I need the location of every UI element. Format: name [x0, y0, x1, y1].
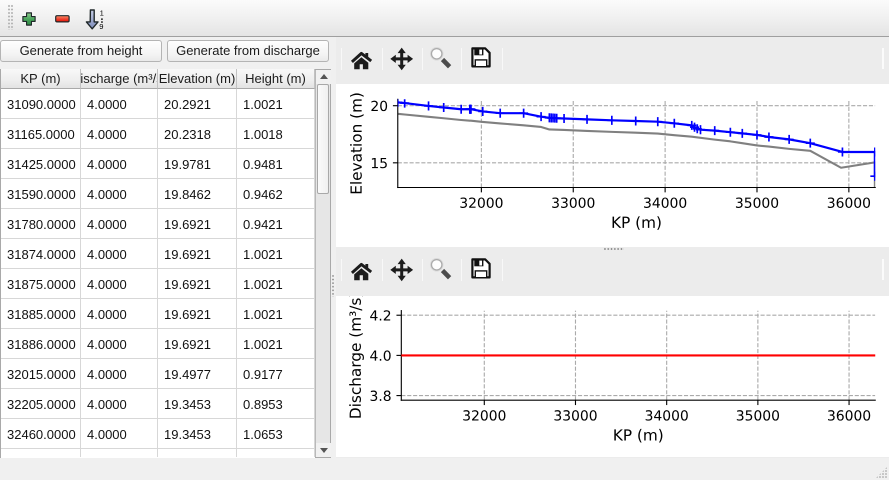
svg-text:9: 9: [99, 22, 103, 31]
svg-text:1: 1: [100, 8, 104, 17]
